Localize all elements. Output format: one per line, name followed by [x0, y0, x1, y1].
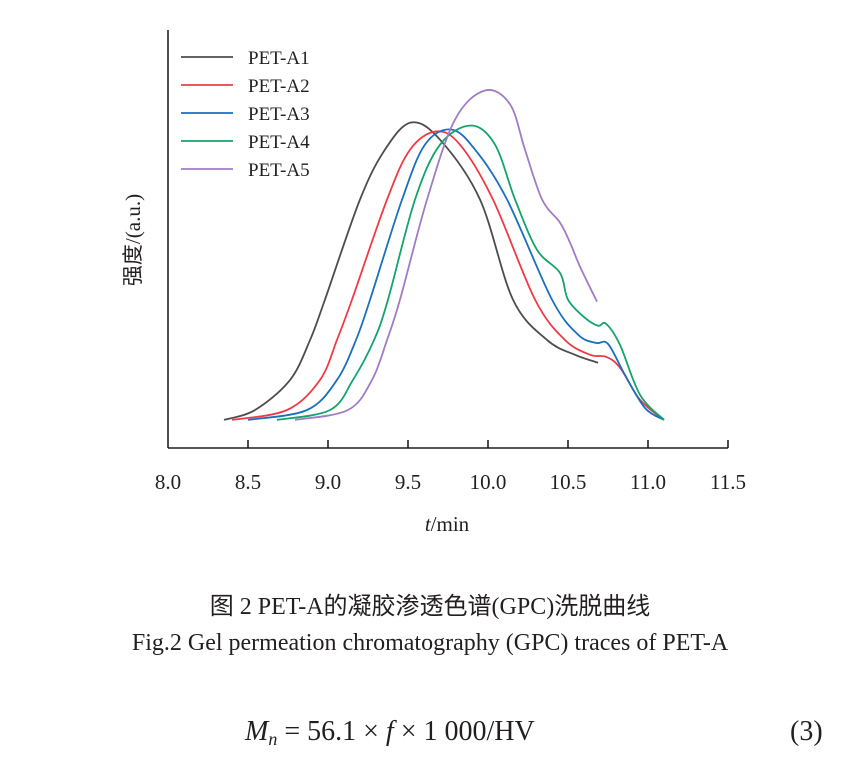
y-axis-label: 强度/(a.u.) — [121, 194, 145, 286]
x-axis-label-unit: /min — [431, 512, 470, 536]
series-lines — [223, 89, 665, 421]
equation-number: (3) — [790, 716, 823, 747]
series-line-pet-a3 — [247, 128, 665, 421]
equation-rhs-part1: = 56.1 × — [277, 716, 386, 747]
x-ticks: 8.0 8.5 9.0 9.5 10.0 10.5 11.0 11.5 — [155, 440, 746, 494]
series-line-pet-a1 — [223, 121, 599, 421]
x-tick-label: 9.0 — [315, 470, 341, 494]
equation: Mn = 56.1 × f × 1 000/HV — [245, 716, 535, 750]
figure-caption-english: Fig.2 Gel permeation chromatography (GPC… — [131, 630, 729, 656]
equation-subscript: n — [268, 729, 278, 749]
series-line-pet-a4 — [276, 124, 665, 421]
x-tick-label: 8.5 — [235, 470, 261, 494]
legend-label-pet-a1: PET-A1 — [248, 48, 310, 69]
legend-label-pet-a2: PET-A2 — [248, 76, 310, 97]
x-axis-label-variable: t — [425, 512, 432, 536]
x-tick-label: 10.5 — [550, 470, 587, 494]
axes — [167, 30, 728, 449]
series-line-pet-a5 — [294, 89, 598, 421]
legend-label-pet-a3: PET-A3 — [248, 104, 310, 125]
x-axis-label: t/min — [425, 512, 470, 536]
gpc-chart: 8.0 8.5 9.0 9.5 10.0 10.5 11.0 11.5 PET-A1PET-A… — [121, 30, 746, 536]
series-line-pet-a2 — [231, 130, 665, 421]
figure-caption-chinese: 图 2 PET-A的凝胶渗透色谱(GPC)洗脱曲线 — [209, 594, 651, 620]
x-tick-label: 10.0 — [470, 470, 507, 494]
legend: PET-A1 PET-A2 PET-A3 PET-A4 PET-A5 — [181, 48, 310, 181]
x-tick-label: 9.5 — [395, 470, 421, 494]
x-tick-label: 11.5 — [710, 470, 746, 494]
equation-symbol: M — [245, 716, 269, 747]
x-tick-label: 8.0 — [155, 470, 181, 494]
equation-rhs-part2: × 1 000/HV — [393, 716, 535, 747]
x-tick-label: 11.0 — [630, 470, 666, 494]
legend-label-pet-a5: PET-A5 — [248, 160, 310, 181]
legend-label-pet-a4: PET-A4 — [248, 132, 310, 153]
equation-variable: f — [385, 716, 394, 747]
